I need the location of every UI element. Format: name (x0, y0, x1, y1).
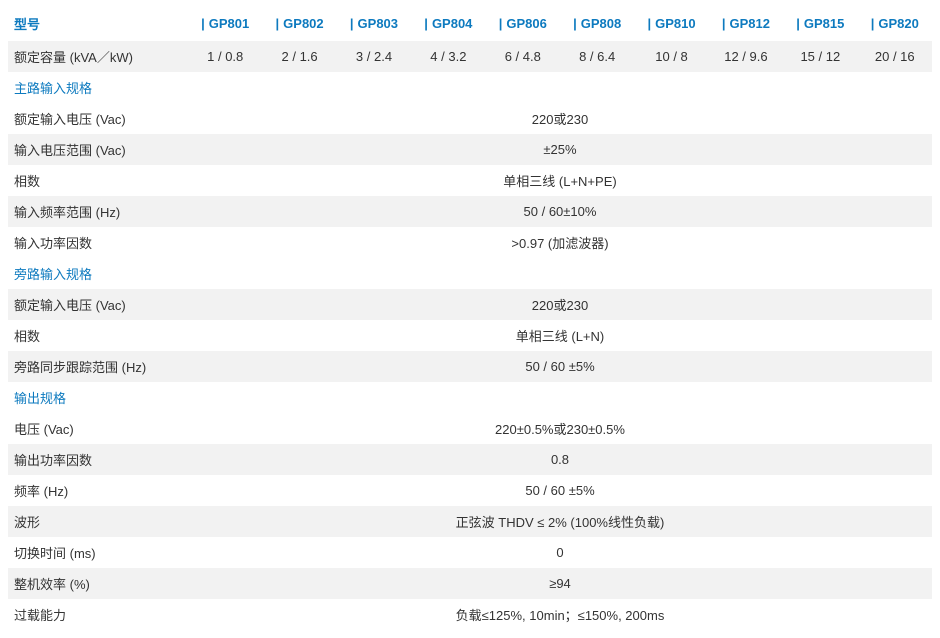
model-header-9: |GP820 (858, 8, 932, 40)
data-cell: 1 / 0.8 (188, 40, 262, 72)
data-cell-spanned: 50 / 60±10% (188, 196, 932, 227)
data-cell-spanned: ±25% (188, 134, 932, 165)
model-header-text-6: GP810 (655, 16, 695, 31)
model-header-text-9: GP820 (878, 16, 918, 31)
data-cell: 4 / 3.2 (411, 40, 485, 72)
model-header-text-4: GP806 (506, 16, 546, 31)
row-label: 旁路同步跟踪范围 (Hz) (8, 351, 188, 382)
row-label: 输入功率因数 (8, 227, 188, 258)
table-row: 过载能力负载≤125%, 10min；≤150%, 200ms (8, 599, 932, 630)
table-body: 额定容量 (kVA／kW)1 / 0.82 / 1.63 / 2.44 / 3.… (8, 40, 932, 630)
table-row: 电压 (Vac)220±0.5%或230±0.5% (8, 413, 932, 444)
model-header-1: |GP802 (262, 8, 336, 40)
table-row: 输出功率因数0.8 (8, 444, 932, 475)
section-header-cell: 主路输入规格 (8, 72, 932, 103)
data-cell-spanned: 单相三线 (L+N) (188, 320, 932, 351)
model-header-text-1: GP802 (283, 16, 323, 31)
row-label: 额定输入电压 (Vac) (8, 289, 188, 320)
table-row: 输出规格 (8, 382, 932, 413)
data-cell-spanned: 负载≤125%, 10min；≤150%, 200ms (188, 599, 932, 630)
table-row: 输入功率因数>0.97 (加滤波器) (8, 227, 932, 258)
row-label: 输入频率范围 (Hz) (8, 196, 188, 227)
row-label: 输出功率因数 (8, 444, 188, 475)
header-label: 型号 (8, 8, 188, 40)
data-cell-spanned: 50 / 60 ±5% (188, 351, 932, 382)
model-header-text-7: GP812 (730, 16, 770, 31)
table-row: 输入电压范围 (Vac)±25% (8, 134, 932, 165)
table-row: 波形正弦波 THDV ≤ 2% (100%线性负载) (8, 506, 932, 537)
section-header-cell: 旁路输入规格 (8, 258, 932, 289)
data-cell-spanned: 单相三线 (L+N+PE) (188, 165, 932, 196)
model-header-4: |GP806 (486, 8, 560, 40)
table-row: 额定输入电压 (Vac)220或230 (8, 289, 932, 320)
data-cell: 6 / 4.8 (486, 40, 560, 72)
data-cell: 10 / 8 (634, 40, 708, 72)
table-row: 切换时间 (ms)0 (8, 537, 932, 568)
model-header-2: |GP803 (337, 8, 411, 40)
data-cell: 15 / 12 (783, 40, 857, 72)
data-cell: 3 / 2.4 (337, 40, 411, 72)
table-row: 输入频率范围 (Hz)50 / 60±10% (8, 196, 932, 227)
row-label: 相数 (8, 165, 188, 196)
row-label: 额定容量 (kVA／kW) (8, 40, 188, 72)
model-header-text-3: GP804 (432, 16, 472, 31)
data-cell: 20 / 16 (858, 40, 932, 72)
table-row: 额定容量 (kVA／kW)1 / 0.82 / 1.63 / 2.44 / 3.… (8, 40, 932, 72)
data-cell-spanned: 0 (188, 537, 932, 568)
data-cell-spanned: >0.97 (加滤波器) (188, 227, 932, 258)
data-cell-spanned: 50 / 60 ±5% (188, 475, 932, 506)
model-header-5: |GP808 (560, 8, 634, 40)
row-label: 波形 (8, 506, 188, 537)
row-label: 额定输入电压 (Vac) (8, 103, 188, 134)
data-cell-spanned: 220±0.5%或230±0.5% (188, 413, 932, 444)
table-row: 主路输入规格 (8, 72, 932, 103)
row-label: 电压 (Vac) (8, 413, 188, 444)
model-header-0: |GP801 (188, 8, 262, 40)
model-header-6: |GP810 (634, 8, 708, 40)
model-header-8: |GP815 (783, 8, 857, 40)
section-header-cell: 输出规格 (8, 382, 932, 413)
model-header-text-0: GP801 (209, 16, 249, 31)
row-label: 相数 (8, 320, 188, 351)
row-label: 过载能力 (8, 599, 188, 630)
model-header-text-8: GP815 (804, 16, 844, 31)
data-cell-spanned: ≥94 (188, 568, 932, 599)
model-header-text-2: GP803 (358, 16, 398, 31)
row-label: 切换时间 (ms) (8, 537, 188, 568)
data-cell: 8 / 6.4 (560, 40, 634, 72)
table-row: 额定输入电压 (Vac)220或230 (8, 103, 932, 134)
table-row: 相数单相三线 (L+N+PE) (8, 165, 932, 196)
row-label: 整机效率 (%) (8, 568, 188, 599)
model-header-text-5: GP808 (581, 16, 621, 31)
table-row: 频率 (Hz)50 / 60 ±5% (8, 475, 932, 506)
data-cell-spanned: 220或230 (188, 103, 932, 134)
table-row: 旁路输入规格 (8, 258, 932, 289)
table-row: 旁路同步跟踪范围 (Hz)50 / 60 ±5% (8, 351, 932, 382)
row-label: 输入电压范围 (Vac) (8, 134, 188, 165)
header-row: 型号 |GP801 |GP802 |GP803 |GP804 |GP806 |G… (8, 8, 932, 40)
data-cell: 12 / 9.6 (709, 40, 783, 72)
row-label: 频率 (Hz) (8, 475, 188, 506)
table-row: 相数单相三线 (L+N) (8, 320, 932, 351)
data-cell-spanned: 正弦波 THDV ≤ 2% (100%线性负载) (188, 506, 932, 537)
model-header-7: |GP812 (709, 8, 783, 40)
data-cell-spanned: 220或230 (188, 289, 932, 320)
model-header-3: |GP804 (411, 8, 485, 40)
table-row: 整机效率 (%)≥94 (8, 568, 932, 599)
data-cell-spanned: 0.8 (188, 444, 932, 475)
spec-table: 型号 |GP801 |GP802 |GP803 |GP804 |GP806 |G… (8, 8, 932, 630)
data-cell: 2 / 1.6 (262, 40, 336, 72)
